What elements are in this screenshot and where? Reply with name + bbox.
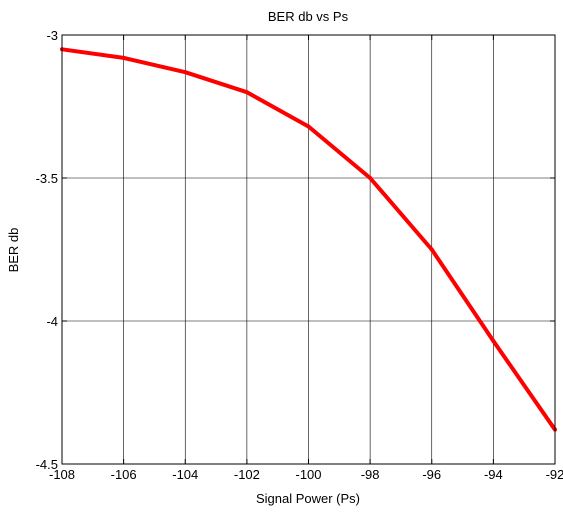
data-point <box>306 124 311 129</box>
y-tick-label: -3 <box>46 28 58 43</box>
x-tick-label: -92 <box>546 467 563 482</box>
data-point <box>429 247 434 252</box>
x-tick-label: -96 <box>422 467 441 482</box>
x-tick-label: -102 <box>234 467 260 482</box>
x-tick-label: -104 <box>172 467 198 482</box>
data-point <box>121 55 126 60</box>
x-tick-label: -94 <box>484 467 503 482</box>
y-axis-label: BER db <box>6 228 21 273</box>
data-point <box>244 90 249 95</box>
y-tick-label: -4 <box>46 314 58 329</box>
series-layer <box>60 47 557 432</box>
x-tick-labels: -108 -106 -104 -102 -100 -98 -96 -94 -92 <box>49 467 563 482</box>
chart-title: BER db vs Ps <box>268 9 349 24</box>
x-tick-label: -100 <box>295 467 321 482</box>
data-point <box>368 176 373 180</box>
plot-frame <box>61 34 556 465</box>
x-axis-label: Signal Power (Ps) <box>256 491 360 506</box>
data-point <box>491 339 496 344</box>
y-tick-label: -4.5 <box>36 457 58 472</box>
y-tick-label: -3.5 <box>36 171 58 186</box>
data-point <box>183 70 188 75</box>
x-tick-label: -108 <box>49 467 75 482</box>
x-tick-label: -98 <box>361 467 380 482</box>
grid <box>62 35 555 464</box>
y-tick-labels: -3 -3.5 -4 -4.5 <box>36 28 58 472</box>
x-tick-label: -106 <box>111 467 137 482</box>
